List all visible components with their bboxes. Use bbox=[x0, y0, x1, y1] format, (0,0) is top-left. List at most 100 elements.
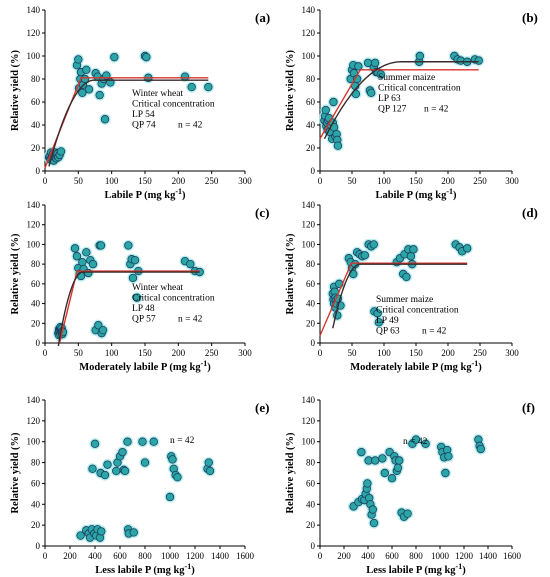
x-tick-label: 50 bbox=[74, 348, 84, 358]
x-axis-label-close: ) bbox=[462, 565, 466, 576]
data-point bbox=[329, 97, 338, 107]
critical-concentration-annotation: Critical concentration bbox=[378, 84, 461, 94]
data-point bbox=[205, 466, 215, 476]
data-point bbox=[78, 257, 87, 267]
x-tick-label: 50 bbox=[348, 348, 358, 358]
data-point bbox=[70, 244, 80, 253]
data-point bbox=[118, 447, 127, 457]
x-axis-label-main: Moderately labile P (mg kg bbox=[350, 362, 472, 373]
x-tick-label: 1000 bbox=[431, 551, 450, 561]
quadratic-plateau-curve bbox=[323, 61, 479, 140]
x-tick-label: 0 bbox=[43, 551, 48, 561]
data-point bbox=[100, 470, 110, 480]
x-tick-label: 250 bbox=[473, 176, 487, 186]
data-point bbox=[376, 70, 385, 79]
data-point bbox=[97, 527, 106, 536]
x-axis-label-superscript: -1 bbox=[185, 562, 192, 571]
y-tick-label: 100 bbox=[302, 51, 316, 61]
y-tick-label: 60 bbox=[306, 279, 316, 289]
sample-size-annotation: n = 42 bbox=[170, 436, 195, 446]
x-tick-label: 800 bbox=[409, 551, 423, 561]
x-tick-label: 150 bbox=[409, 176, 423, 186]
x-tick-label: 200 bbox=[441, 348, 455, 358]
y-tick-label: 120 bbox=[302, 28, 316, 38]
data-point bbox=[180, 72, 190, 81]
quadratic-plateau-curve bbox=[57, 271, 200, 347]
x-axis-label-main: Moderately labile P (mg kg bbox=[79, 362, 201, 373]
y-tick-label: 120 bbox=[27, 416, 41, 426]
data-point bbox=[403, 509, 412, 518]
data-point bbox=[142, 52, 151, 62]
y-axis-label: Relative yield (%) bbox=[285, 49, 296, 131]
data-point bbox=[378, 454, 387, 463]
panel-c: 0 20 40 60 80 100 120 140 0 50 100 150 200 250 300 Mode… bbox=[10, 200, 269, 373]
data-points bbox=[348, 434, 487, 529]
x-tick-label: 300 bbox=[238, 176, 252, 186]
data-point bbox=[357, 447, 366, 457]
data-point bbox=[82, 65, 91, 74]
x-tick-label: 1200 bbox=[186, 551, 205, 561]
y-tick-label: 0 bbox=[311, 541, 316, 551]
data-point bbox=[373, 309, 382, 318]
data-points bbox=[75, 436, 216, 544]
x-tick-label: 0 bbox=[43, 348, 48, 358]
x-tick-label: 800 bbox=[138, 551, 152, 561]
qp-annotation: QP 57 bbox=[132, 315, 156, 325]
y-tick-label: 0 bbox=[36, 541, 41, 551]
data-point bbox=[110, 52, 119, 62]
x-tick-label: 100 bbox=[377, 348, 391, 358]
data-point bbox=[393, 463, 403, 472]
y-tick-label: 60 bbox=[306, 97, 316, 107]
x-tick-label: 200 bbox=[172, 176, 186, 186]
quadratic-plateau-curve bbox=[332, 263, 468, 329]
x-tick-label: 300 bbox=[505, 176, 519, 186]
y-tick-label: 140 bbox=[302, 5, 316, 15]
data-point bbox=[88, 259, 98, 269]
x-tick-label: 1400 bbox=[211, 551, 230, 561]
data-point bbox=[165, 492, 175, 502]
quadratic-plateau-curve bbox=[48, 79, 209, 167]
x-axis-label-close: ) bbox=[207, 362, 211, 373]
x-axis-label-superscript: -1 bbox=[175, 187, 182, 196]
y-tick-label: 80 bbox=[31, 74, 41, 84]
data-point bbox=[354, 62, 363, 71]
x-tick-label: 1200 bbox=[455, 551, 474, 561]
y-tick-label: 80 bbox=[306, 458, 316, 468]
data-point bbox=[129, 528, 138, 537]
data-point bbox=[463, 244, 472, 253]
linear-plateau-curve bbox=[58, 270, 200, 344]
sample-size-annotation: n = 42 bbox=[178, 315, 203, 325]
x-tick-label: 400 bbox=[88, 551, 102, 561]
y-tick-label: 20 bbox=[31, 143, 41, 153]
linear-plateau-curve bbox=[319, 69, 479, 139]
data-point bbox=[112, 466, 121, 476]
data-point bbox=[90, 439, 100, 448]
x-tick-label: 300 bbox=[505, 348, 519, 358]
x-tick-label: 100 bbox=[105, 176, 119, 186]
x-tick-label: 200 bbox=[63, 551, 77, 561]
x-axis-label: Labile P (mg kg-1) bbox=[375, 187, 457, 201]
data-point bbox=[387, 474, 397, 483]
data-point bbox=[204, 458, 213, 467]
qp-annotation: QP 127 bbox=[378, 105, 407, 115]
data-point bbox=[56, 147, 66, 156]
data-point bbox=[368, 505, 377, 514]
y-tick-label: 40 bbox=[306, 120, 316, 130]
x-axis-label-close: ) bbox=[191, 565, 195, 576]
x-axis-label-superscript: -1 bbox=[472, 359, 479, 368]
data-point bbox=[333, 141, 343, 150]
x-tick-label: 250 bbox=[205, 176, 219, 186]
x-tick-label: 100 bbox=[105, 348, 119, 358]
data-point bbox=[72, 252, 82, 261]
sample-size-annotation: n = 42 bbox=[424, 105, 449, 115]
data-point bbox=[123, 437, 132, 446]
x-axis-label: Moderately labile P (mg kg-1) bbox=[350, 359, 482, 373]
x-axis-label-superscript: -1 bbox=[201, 359, 208, 368]
y-tick-label: 60 bbox=[31, 478, 41, 488]
panel-label: (a) bbox=[255, 10, 270, 25]
x-axis-label: Labile P (mg kg-1) bbox=[104, 187, 186, 201]
x-axis-label-close: ) bbox=[478, 362, 482, 373]
y-tick-label: 0 bbox=[311, 338, 316, 348]
